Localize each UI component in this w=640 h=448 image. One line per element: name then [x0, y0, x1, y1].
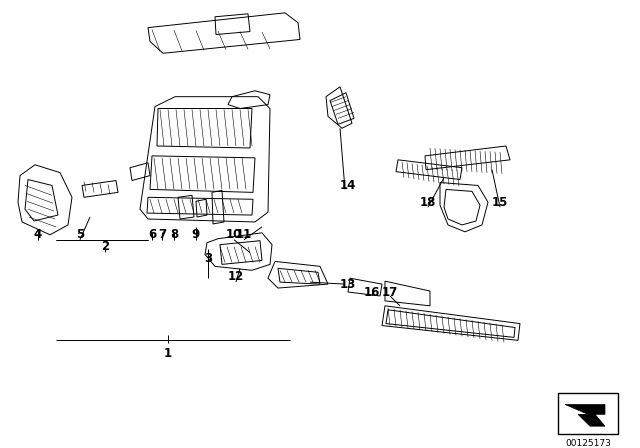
- Text: 9: 9: [192, 228, 200, 241]
- Text: 18: 18: [420, 196, 436, 209]
- Text: 5: 5: [76, 228, 84, 241]
- Text: 1: 1: [164, 347, 172, 360]
- Text: 14: 14: [340, 179, 356, 192]
- Text: 16: 16: [364, 285, 380, 298]
- Text: 4: 4: [34, 228, 42, 241]
- Text: 15: 15: [492, 196, 508, 209]
- Text: 7: 7: [158, 228, 166, 241]
- Text: 00125173: 00125173: [565, 439, 611, 448]
- Text: 11: 11: [236, 228, 252, 241]
- Bar: [558, 392, 618, 434]
- Text: 13: 13: [340, 278, 356, 291]
- Text: 2: 2: [101, 240, 109, 253]
- Text: 3: 3: [204, 252, 212, 265]
- Text: 10: 10: [226, 228, 242, 241]
- Text: 17: 17: [382, 285, 398, 298]
- Text: 8: 8: [170, 228, 178, 241]
- Polygon shape: [565, 405, 605, 426]
- Text: 6: 6: [148, 228, 156, 241]
- Text: 12: 12: [228, 270, 244, 283]
